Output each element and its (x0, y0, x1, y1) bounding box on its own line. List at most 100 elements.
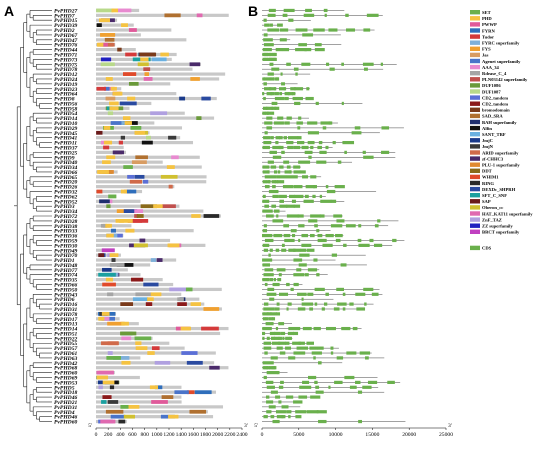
exon (263, 415, 268, 419)
protein-domain (104, 37, 115, 42)
exon (318, 361, 322, 365)
exon (292, 96, 303, 101)
protein-domain (131, 160, 147, 165)
legend-swatch (470, 22, 480, 27)
axis-a-end: 3' (244, 423, 248, 429)
exon (310, 145, 314, 150)
exon (325, 233, 334, 238)
exon (267, 77, 271, 81)
exon (277, 180, 281, 184)
exon (297, 126, 301, 130)
gene-label: PvPHD7 (54, 13, 75, 19)
gene-label: PvPHD71 (54, 52, 78, 58)
exon (266, 111, 269, 115)
gene-label: PvPHD49 (54, 248, 78, 254)
exon (374, 224, 379, 228)
gene-label: PvPHD13 (54, 322, 78, 328)
exon (330, 199, 337, 203)
exon (318, 419, 327, 424)
legend-label: SET (482, 10, 491, 15)
exon (269, 62, 274, 66)
exon (274, 87, 277, 91)
exon (275, 410, 286, 414)
exon (263, 341, 272, 345)
legend-label: Alfin (482, 126, 492, 131)
legend-swatch (470, 34, 480, 39)
exon (309, 233, 315, 238)
gene-label: PvPHD61 (54, 351, 78, 357)
exon (304, 48, 312, 52)
protein-domain (96, 130, 103, 135)
phd-domain (168, 414, 179, 419)
protein-domain (133, 218, 149, 223)
exon (290, 229, 297, 233)
exon (289, 336, 292, 340)
phd-domain (121, 23, 128, 28)
exon (306, 248, 315, 252)
exon (337, 302, 347, 306)
protein-domain (121, 336, 132, 341)
exon (314, 48, 325, 52)
exon (333, 214, 343, 218)
legend-label: BRCT superfamily (482, 230, 520, 235)
exon (274, 331, 281, 336)
exon (346, 351, 357, 355)
gene-label: PvPHD47 (54, 38, 78, 44)
exon (293, 282, 299, 287)
protein-domain (120, 331, 137, 336)
exon (278, 385, 284, 389)
exon (267, 28, 280, 32)
exon (336, 219, 345, 223)
phd-domain (97, 170, 109, 174)
legend-label: Tudor (482, 34, 494, 39)
phd-domain (124, 121, 132, 125)
exon (333, 307, 340, 311)
protein-domain (154, 360, 171, 365)
exon (357, 238, 362, 243)
gene-label: PvPHD75 (54, 62, 78, 68)
phd-domain (150, 292, 162, 297)
gene-label: PvPHD40 (54, 160, 78, 166)
protein-domain (171, 155, 179, 160)
exon (300, 248, 307, 252)
exon (308, 375, 317, 380)
exon (297, 292, 307, 296)
exon (273, 366, 277, 370)
exon (298, 224, 305, 228)
phd-domain (128, 404, 140, 409)
legend-swatch (470, 119, 480, 125)
panel-b-label: B (248, 3, 258, 19)
protein-domain (96, 8, 114, 13)
protein-domain (160, 414, 175, 419)
exon (271, 204, 277, 208)
axis-a-tick-label: 200 (104, 432, 113, 438)
exon (342, 292, 346, 296)
gene-label: PvPHD23 (54, 87, 78, 93)
exon (279, 38, 287, 42)
phd-domain (103, 140, 113, 145)
exon (380, 62, 383, 66)
exon (281, 150, 285, 154)
exon (297, 140, 305, 145)
exon (313, 185, 317, 189)
protein-domain (107, 351, 113, 355)
legend-swatch (470, 223, 480, 228)
protein-domain (104, 86, 110, 91)
exon (277, 170, 281, 174)
exon (381, 126, 390, 130)
legend-label: ZZ superfamily (482, 224, 513, 229)
exon (359, 351, 371, 355)
legend-label: PHD (482, 16, 492, 21)
protein-domain (100, 419, 116, 424)
exon (362, 150, 366, 154)
exon (272, 77, 275, 81)
exon (312, 194, 316, 199)
exon (296, 121, 303, 125)
exon (362, 385, 372, 389)
gene-label: PvPHD34 (54, 209, 78, 215)
exon (262, 209, 273, 213)
legend-label: zf-CHHC3 (482, 156, 504, 161)
exon (295, 48, 307, 52)
protein-domain (101, 400, 107, 404)
exon (314, 302, 318, 306)
